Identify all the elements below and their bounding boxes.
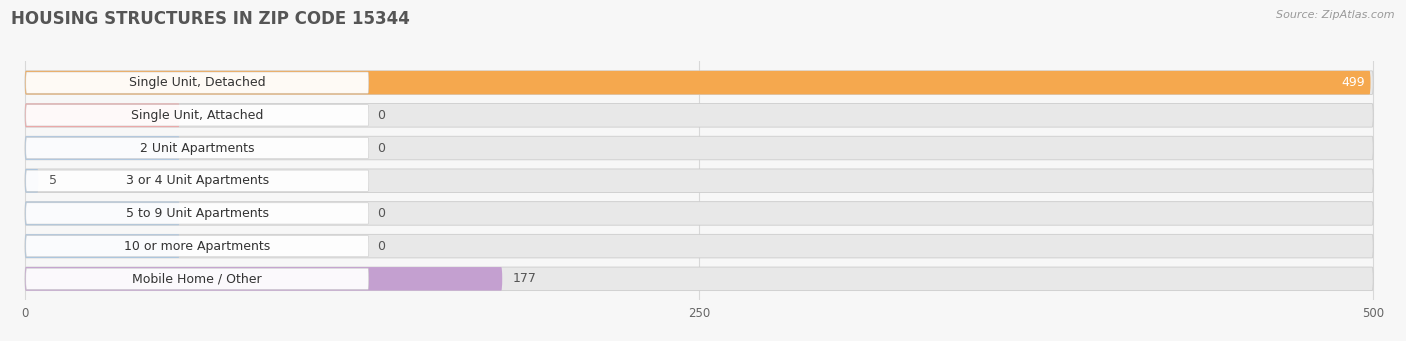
FancyBboxPatch shape [25,170,368,191]
FancyBboxPatch shape [25,104,180,127]
Text: 2 Unit Apartments: 2 Unit Apartments [141,142,254,154]
FancyBboxPatch shape [25,234,180,258]
FancyBboxPatch shape [25,236,368,257]
Text: 0: 0 [377,142,385,154]
FancyBboxPatch shape [25,72,368,93]
Text: 0: 0 [377,240,385,253]
FancyBboxPatch shape [25,202,1374,225]
Text: 0: 0 [377,109,385,122]
Text: HOUSING STRUCTURES IN ZIP CODE 15344: HOUSING STRUCTURES IN ZIP CODE 15344 [11,10,411,28]
FancyBboxPatch shape [25,136,180,160]
FancyBboxPatch shape [25,234,1374,258]
Text: 0: 0 [377,207,385,220]
FancyBboxPatch shape [25,104,1374,127]
FancyBboxPatch shape [25,71,1371,94]
FancyBboxPatch shape [25,268,368,290]
Text: 177: 177 [513,272,537,285]
Text: Source: ZipAtlas.com: Source: ZipAtlas.com [1277,10,1395,20]
Text: 3 or 4 Unit Apartments: 3 or 4 Unit Apartments [125,174,269,187]
FancyBboxPatch shape [25,267,502,291]
FancyBboxPatch shape [25,267,1374,291]
FancyBboxPatch shape [25,71,1374,94]
FancyBboxPatch shape [25,137,368,159]
FancyBboxPatch shape [25,202,180,225]
FancyBboxPatch shape [25,136,1374,160]
FancyBboxPatch shape [25,203,368,224]
Text: 5: 5 [49,174,58,187]
Text: Mobile Home / Other: Mobile Home / Other [132,272,262,285]
Text: 499: 499 [1341,76,1365,89]
FancyBboxPatch shape [25,169,1374,193]
Text: 5 to 9 Unit Apartments: 5 to 9 Unit Apartments [125,207,269,220]
FancyBboxPatch shape [25,169,38,193]
Text: 10 or more Apartments: 10 or more Apartments [124,240,270,253]
Text: Single Unit, Attached: Single Unit, Attached [131,109,263,122]
FancyBboxPatch shape [25,105,368,126]
Text: Single Unit, Detached: Single Unit, Detached [129,76,266,89]
